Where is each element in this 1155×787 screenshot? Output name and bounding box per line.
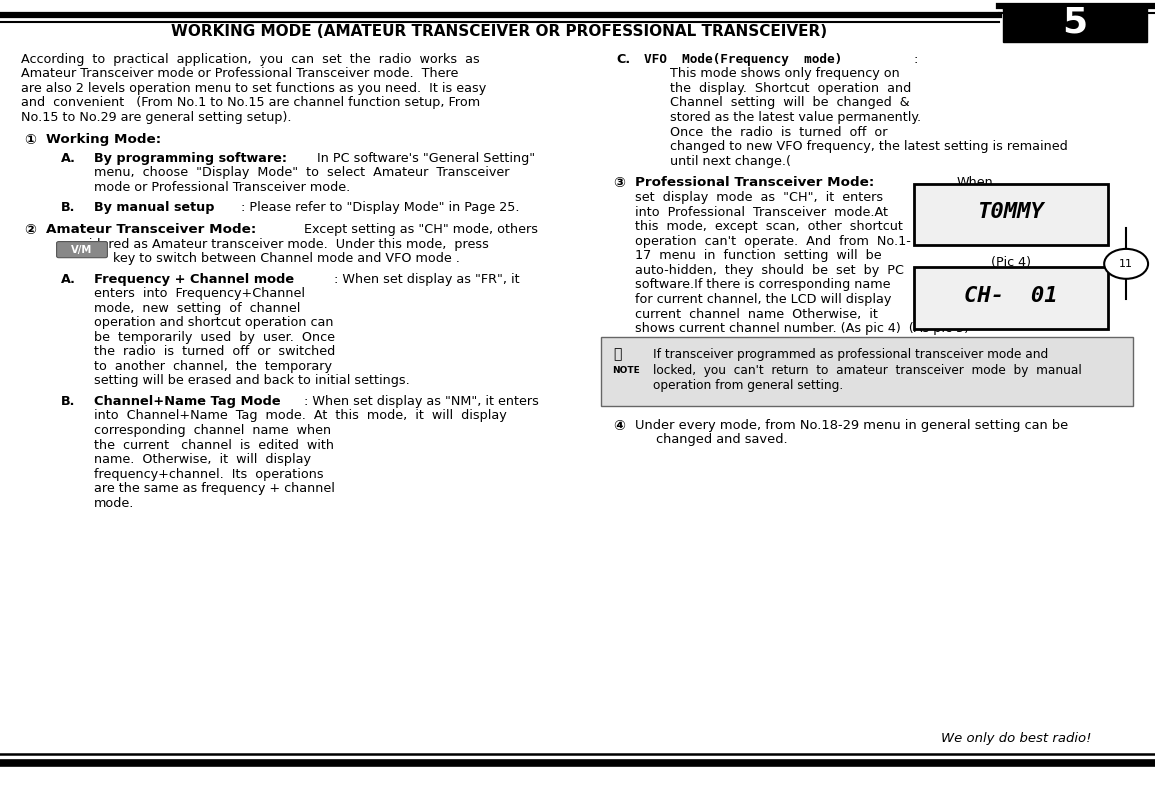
Text: locked,  you  can't  return  to  amateur  transceiver  mode  by  manual: locked, you can't return to amateur tran… [653, 364, 1081, 376]
Text: corresponding  channel  name  when: corresponding channel name when [94, 424, 330, 437]
Text: operation and shortcut operation can: operation and shortcut operation can [94, 316, 333, 329]
Text: changed to new VFO frequency, the latest setting is remained: changed to new VFO frequency, the latest… [670, 140, 1067, 153]
Text: 17  menu  in  function  setting  will  be: 17 menu in function setting will be [635, 249, 882, 262]
Text: auto-hidden,  they  should  be  set  by  PC: auto-hidden, they should be set by PC [635, 264, 904, 277]
Text: According  to  practical  application,  you  can  set  the  radio  works  as: According to practical application, you … [21, 53, 479, 66]
Circle shape [1104, 249, 1148, 279]
Text: this  mode,  except  scan,  other  shortcut: this mode, except scan, other shortcut [635, 220, 903, 233]
Text: Once  the  radio  is  turned  off  or: Once the radio is turned off or [670, 125, 887, 139]
Text: the  radio  is  turned  off  or  switched: the radio is turned off or switched [94, 345, 335, 358]
Text: A.: A. [61, 152, 76, 164]
Text: Amateur Transceiver Mode:: Amateur Transceiver Mode: [46, 223, 256, 236]
Text: T0MMY: T0MMY [977, 202, 1044, 222]
Text: ④: ④ [613, 419, 625, 433]
Text: CH-  01: CH- 01 [963, 286, 1058, 305]
Text: into  Channel+Name  Tag  mode.  At  this  mode,  it  will  display: into Channel+Name Tag mode. At this mode… [94, 409, 506, 423]
Text: Channel  setting  will  be  changed  &: Channel setting will be changed & [670, 96, 909, 109]
Text: If transceiver programmed as professional transceiver mode and: If transceiver programmed as professiona… [653, 348, 1048, 361]
Text: WORKING MODE (AMATEUR TRANSCEIVER OR PROFESSIONAL TRANSCEIVER): WORKING MODE (AMATEUR TRANSCEIVER OR PRO… [171, 24, 827, 39]
Text: This mode shows only frequency on: This mode shows only frequency on [670, 67, 900, 80]
Text: the  current   channel  is  edited  with: the current channel is edited with [94, 438, 334, 452]
Text: 🔊: 🔊 [613, 347, 621, 361]
Text: No.15 to No.29 are general setting setup).: No.15 to No.29 are general setting setup… [21, 111, 291, 124]
Text: name.  Otherwise,  it  will  display: name. Otherwise, it will display [94, 453, 311, 466]
Text: Under every mode, from No.18-29 menu in general setting can be: Under every mode, from No.18-29 menu in … [635, 419, 1068, 431]
Text: considered as Amateur transceiver mode.  Under this mode,  press: considered as Amateur transceiver mode. … [59, 238, 489, 250]
Text: By manual setup: By manual setup [94, 201, 214, 214]
Text: operation  can't  operate.  And  from  No.1-: operation can't operate. And from No.1- [635, 235, 911, 248]
FancyBboxPatch shape [601, 337, 1133, 406]
Text: B.: B. [61, 395, 75, 408]
Text: current  channel  name  Otherwise,  it: current channel name Otherwise, it [635, 308, 878, 320]
Text: Professional Transceiver Mode:: Professional Transceiver Mode: [635, 176, 874, 190]
Text: set  display  mode  as  "CH",  it  enters: set display mode as "CH", it enters [635, 191, 884, 204]
Text: V/M: V/M [72, 246, 92, 255]
Text: We only do best radio!: We only do best radio! [941, 732, 1091, 745]
Text: VFO  Mode(Frequency  mode): VFO Mode(Frequency mode) [644, 53, 843, 66]
FancyBboxPatch shape [57, 242, 107, 257]
Text: mode.: mode. [94, 497, 134, 510]
Text: (Pic 5): (Pic 5) [991, 339, 1030, 352]
Text: for current channel, the LCD will display: for current channel, the LCD will displa… [635, 293, 892, 306]
Text: Except setting as "CH" mode, others: Except setting as "CH" mode, others [300, 223, 538, 236]
FancyBboxPatch shape [1003, 4, 1147, 42]
Text: until next change.(: until next change.( [670, 154, 791, 168]
Text: B.: B. [61, 201, 75, 214]
Text: shows current channel number. (As pic 4)  (As pic 5): shows current channel number. (As pic 4)… [635, 322, 969, 335]
Text: C.: C. [617, 53, 631, 66]
Text: Working Mode:: Working Mode: [46, 133, 162, 146]
Text: : Please refer to "Display Mode" in Page 25.: : Please refer to "Display Mode" in Page… [241, 201, 520, 214]
FancyBboxPatch shape [914, 268, 1108, 329]
Text: NOTE: NOTE [612, 366, 640, 375]
Text: operation from general setting.: operation from general setting. [653, 379, 843, 392]
Text: Frequency + Channel mode: Frequency + Channel mode [94, 272, 293, 286]
Text: By programming software:: By programming software: [94, 152, 286, 164]
Text: to  another  channel,  the  temporary: to another channel, the temporary [94, 360, 331, 373]
Text: frequency+channel.  Its  operations: frequency+channel. Its operations [94, 467, 323, 481]
Text: ③: ③ [613, 176, 625, 190]
Text: :: : [914, 53, 918, 66]
Text: into  Professional  Transceiver  mode.At: into Professional Transceiver mode.At [635, 205, 888, 219]
Text: Channel+Name Tag Mode: Channel+Name Tag Mode [94, 395, 281, 408]
Text: are also 2 levels operation menu to set functions as you need.  It is easy: are also 2 levels operation menu to set … [21, 82, 486, 95]
Text: mode or Professional Transceiver mode.: mode or Professional Transceiver mode. [94, 181, 350, 194]
Text: be  temporarily  used  by  user.  Once: be temporarily used by user. Once [94, 331, 335, 344]
Text: changed and saved.: changed and saved. [656, 433, 788, 446]
Text: the  display.  Shortcut  operation  and: the display. Shortcut operation and [670, 82, 911, 95]
Text: are the same as frequency + channel: are the same as frequency + channel [94, 482, 335, 495]
Text: 11: 11 [1119, 259, 1133, 269]
Text: stored as the latest value permanently.: stored as the latest value permanently. [670, 111, 921, 124]
Text: Amateur Transceiver mode or Professional Transceiver mode.  There: Amateur Transceiver mode or Professional… [21, 67, 459, 80]
Text: A.: A. [61, 272, 76, 286]
Text: ②: ② [24, 223, 36, 237]
Text: ①: ① [24, 133, 36, 147]
Text: menu,  choose  "Display  Mode"  to  select  Amateur  Transceiver: menu, choose "Display Mode" to select Am… [94, 166, 509, 179]
FancyBboxPatch shape [914, 184, 1108, 246]
Text: : When set display as "FR", it: : When set display as "FR", it [334, 272, 520, 286]
Text: (Pic 4): (Pic 4) [991, 256, 1030, 268]
Text: key to switch between Channel mode and VFO mode .: key to switch between Channel mode and V… [109, 252, 460, 265]
Text: When: When [956, 176, 993, 190]
Text: : When set display as "NM", it enters: : When set display as "NM", it enters [304, 395, 538, 408]
Text: enters  into  Frequency+Channel: enters into Frequency+Channel [94, 287, 305, 300]
Text: software.If there is corresponding name: software.If there is corresponding name [635, 279, 891, 291]
Text: 5: 5 [1063, 6, 1087, 40]
Text: mode,  new  setting  of  channel: mode, new setting of channel [94, 301, 300, 315]
Text: setting will be erased and back to initial settings.: setting will be erased and back to initi… [94, 375, 409, 387]
Text: In PC software's "General Setting": In PC software's "General Setting" [313, 152, 535, 164]
Text: and  convenient   (From No.1 to No.15 are channel function setup, From: and convenient (From No.1 to No.15 are c… [21, 96, 480, 109]
